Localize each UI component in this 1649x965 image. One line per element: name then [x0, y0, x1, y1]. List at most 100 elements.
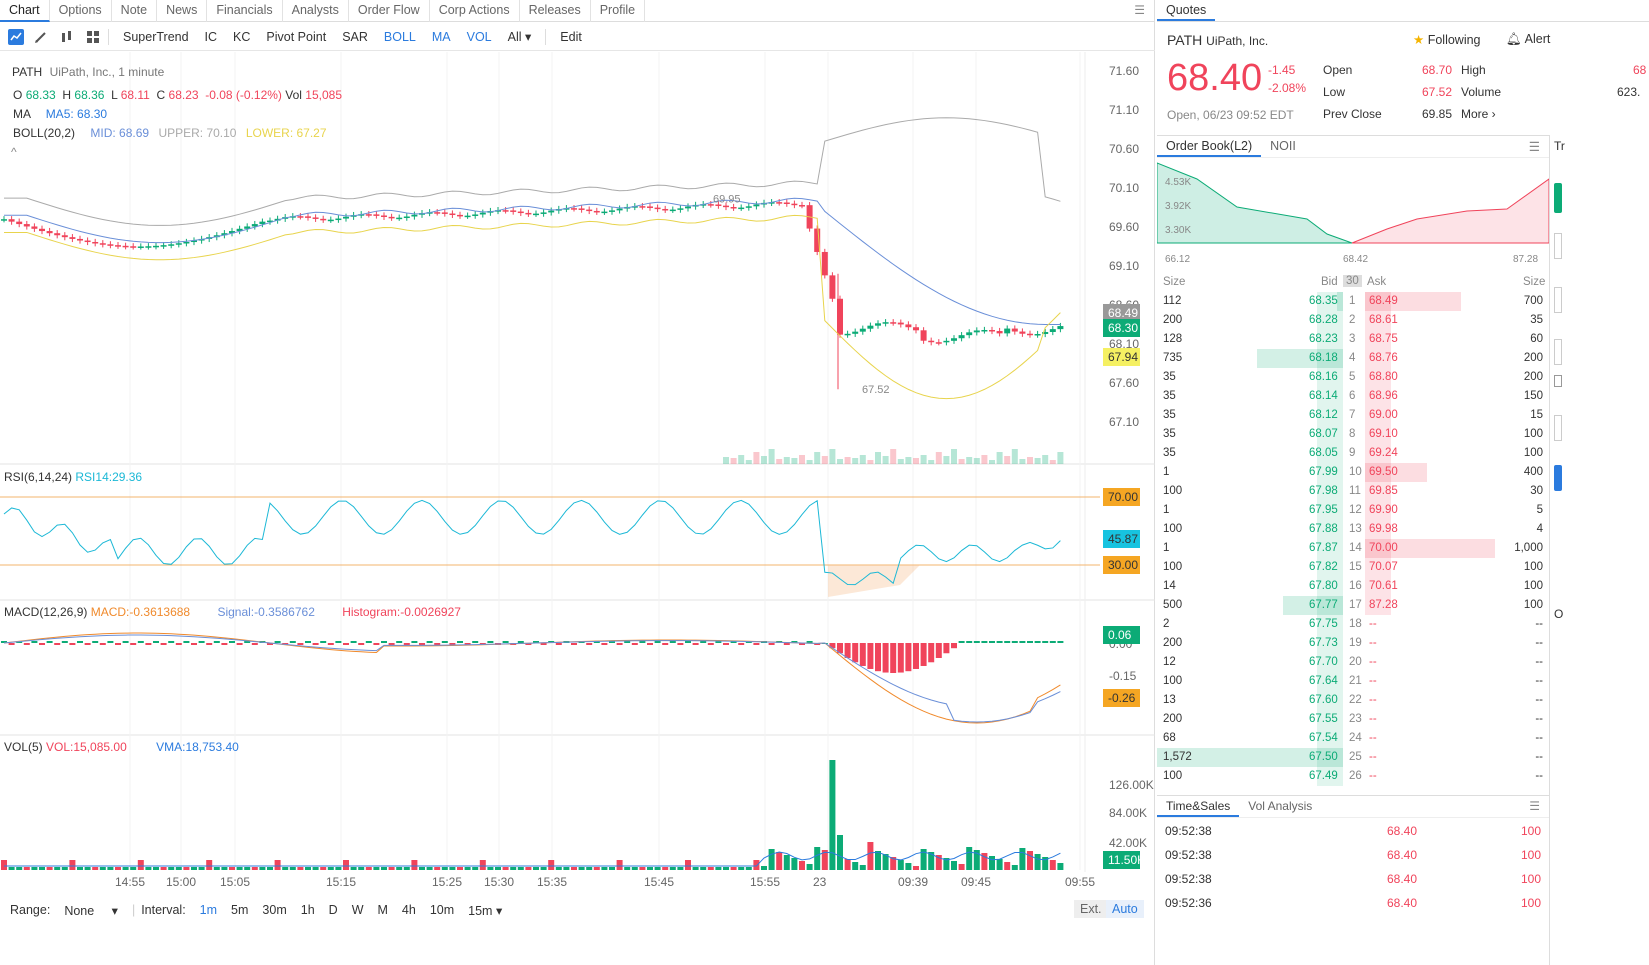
interval-4h[interactable]: 4h — [401, 902, 416, 917]
order-type-field[interactable] — [1554, 233, 1562, 259]
candle — [685, 206, 691, 209]
interval-30m[interactable]: 30m — [262, 902, 287, 917]
orders-tab[interactable]: O — [1554, 607, 1564, 621]
tab-noii[interactable]: NOII — [1270, 139, 1296, 153]
trade-row[interactable]: 09:52:36 68.40 100 — [1165, 896, 1545, 920]
layout-grid-icon[interactable] — [84, 28, 102, 46]
candle — [647, 206, 653, 208]
indicator-boll[interactable]: BOLL — [383, 29, 416, 44]
order-book-row[interactable]: 35 68.05 9 69.24 100 — [1157, 444, 1549, 463]
interval-D[interactable]: D — [328, 902, 338, 917]
menu-icon[interactable]: ☰ — [1134, 3, 1145, 17]
quantity-field[interactable] — [1554, 415, 1562, 441]
order-book-row[interactable]: 1 67.87 14 70.00 1,000 — [1157, 539, 1549, 558]
order-book-row[interactable]: 735 68.18 4 68.76 200 — [1157, 349, 1549, 368]
order-book-row[interactable]: 500 67.77 17 87.28 100 — [1157, 596, 1549, 615]
interval-5m[interactable]: 5m — [231, 902, 249, 917]
range-dropdown[interactable]: None ▾ — [64, 903, 118, 918]
order-book-row[interactable]: 35 68.12 7 69.00 15 — [1157, 406, 1549, 425]
indicator-supertrend[interactable]: SuperTrend — [123, 29, 189, 44]
interval-1h[interactable]: 1h — [300, 902, 315, 917]
menu-icon[interactable]: ☰ — [1529, 799, 1540, 813]
order-book-row[interactable]: 128 68.23 3 68.75 60 — [1157, 330, 1549, 349]
all-indicators-dropdown[interactable]: All ▾ — [507, 30, 532, 44]
tab-options[interactable]: Options — [50, 0, 112, 22]
indicator-pivot-point[interactable]: Pivot Point — [266, 29, 327, 44]
draw-pen-icon[interactable] — [32, 28, 50, 46]
indicator-vol[interactable]: VOL — [466, 29, 492, 44]
submit-button[interactable] — [1554, 465, 1562, 491]
checkbox[interactable] — [1554, 375, 1562, 387]
level-number: 23 — [1349, 713, 1362, 725]
indicator-ma[interactable]: MA — [431, 29, 451, 44]
tab-order-flow[interactable]: Order Flow — [349, 0, 430, 22]
interval-15m[interactable]: 15m ▾ — [468, 903, 503, 918]
alert-button[interactable]: 🔔︎ Alert — [1506, 32, 1550, 47]
order-book-row[interactable]: 1,572 67.50 25 -- -- — [1157, 748, 1549, 767]
order-book-row[interactable]: 35 68.14 6 68.96 150 — [1157, 387, 1549, 406]
order-book-row[interactable]: 200 67.55 23 -- -- — [1157, 710, 1549, 729]
tab-order-book[interactable]: Order Book(L2) — [1157, 136, 1262, 157]
tab-corp-actions[interactable]: Corp Actions — [430, 0, 520, 22]
volume-bar — [274, 860, 281, 870]
order-book-row[interactable]: 100 67.64 21 -- -- — [1157, 672, 1549, 691]
more-link[interactable]: More › — [1461, 107, 1496, 121]
order-book-row[interactable]: 1 67.95 12 69.90 5 — [1157, 501, 1549, 520]
price-tick: 71.10 — [1109, 103, 1139, 117]
order-book-row[interactable]: 2 67.75 18 -- -- — [1157, 615, 1549, 634]
trade-row[interactable]: 09:52:38 68.40 100 — [1165, 872, 1545, 896]
order-book-row[interactable]: 14 67.80 16 70.61 100 — [1157, 577, 1549, 596]
order-book-row[interactable]: 112 68.35 1 68.49 700 — [1157, 292, 1549, 311]
interval-1m[interactable]: 1m — [199, 902, 218, 917]
order-book-row[interactable]: 68 67.54 24 -- -- — [1157, 729, 1549, 748]
tab-financials[interactable]: Financials — [207, 0, 283, 22]
edit-button[interactable]: Edit — [560, 29, 582, 44]
order-book-row[interactable]: 13 67.60 22 -- -- — [1157, 691, 1549, 710]
interval-W[interactable]: W — [351, 902, 364, 917]
tab-releases[interactable]: Releases — [520, 0, 591, 22]
volume-bar — [723, 867, 729, 870]
line-chart-icon[interactable] — [8, 28, 24, 45]
tab-analysts[interactable]: Analysts — [283, 0, 349, 22]
tab-vol-analysis[interactable]: Vol Analysis — [1248, 799, 1313, 813]
indicator-icon[interactable] — [58, 28, 76, 46]
trade-row[interactable]: 09:52:38 68.40 100 — [1165, 824, 1545, 848]
order-book-row[interactable]: 35 68.16 5 68.80 200 — [1157, 368, 1549, 387]
auto-button[interactable]: Auto — [1106, 900, 1144, 918]
time-in-force-field[interactable] — [1554, 339, 1562, 365]
order-book-row[interactable]: 100 67.98 11 69.85 30 — [1157, 482, 1549, 501]
tab-quotes[interactable]: Quotes — [1157, 0, 1216, 21]
volume-bar — [700, 867, 707, 870]
volume-bar — [46, 867, 53, 870]
interval-10m[interactable]: 10m — [429, 902, 455, 917]
trade-row[interactable]: 09:52:38 68.40 100 — [1165, 848, 1545, 872]
order-book-row[interactable]: 100 67.82 15 70.07 100 — [1157, 558, 1549, 577]
order-book-row[interactable]: 100 67.88 13 69.98 4 — [1157, 520, 1549, 539]
tab-chart[interactable]: Chart — [0, 0, 50, 22]
buy-button[interactable] — [1554, 183, 1562, 213]
chart-canvas[interactable]: 71.6071.1070.6070.1069.6069.1068.6068.10… — [0, 52, 1155, 898]
indicator-ic[interactable]: IC — [204, 29, 218, 44]
indicator-sar[interactable]: SAR — [342, 29, 368, 44]
limit-price-field[interactable] — [1554, 287, 1562, 313]
order-book-row[interactable]: 12 67.70 20 -- -- — [1157, 653, 1549, 672]
macd-hist-bar — [107, 641, 114, 643]
interval-M[interactable]: M — [377, 902, 388, 917]
trade-tab[interactable]: Tr — [1554, 139, 1565, 153]
tab-news[interactable]: News — [157, 0, 208, 22]
collapse-legend-icon[interactable]: ^ — [11, 145, 17, 159]
tab-note[interactable]: Note — [112, 0, 158, 22]
order-book-row[interactable]: 35 68.07 8 69.10 100 — [1157, 425, 1549, 444]
volume-bar — [882, 854, 889, 870]
order-book-row[interactable]: 100 67.49 26 -- -- — [1157, 767, 1549, 786]
menu-icon[interactable]: ☰ — [1528, 140, 1540, 154]
order-book-row[interactable]: 1 67.99 10 69.50 400 — [1157, 463, 1549, 482]
order-book-row[interactable]: 200 68.28 2 68.61 35 — [1157, 311, 1549, 330]
order-book-row[interactable]: 200 67.73 19 -- -- — [1157, 634, 1549, 653]
levels-selector[interactable]: 30 — [1343, 275, 1362, 287]
indicator-kc[interactable]: KC — [233, 29, 251, 44]
ext-button[interactable]: Ext. — [1074, 900, 1108, 918]
tab-time-sales[interactable]: Time&Sales — [1157, 796, 1240, 817]
tab-profile[interactable]: Profile — [591, 0, 646, 22]
follow-button[interactable]: ★ Following — [1413, 32, 1481, 47]
